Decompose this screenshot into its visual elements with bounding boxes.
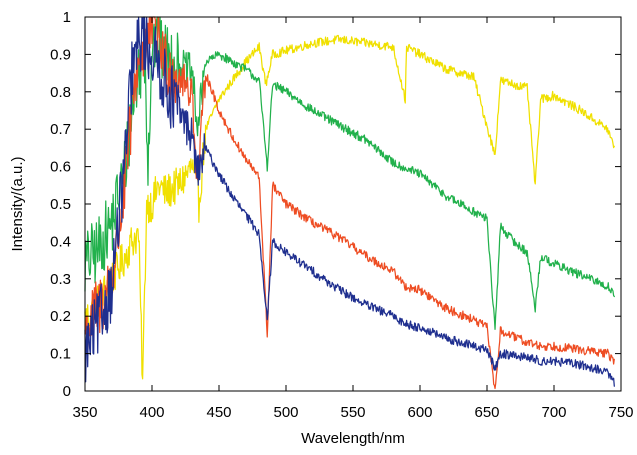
y-tick-label: 0.6 [50,159,71,176]
y-tick-label: 0.4 [50,233,71,250]
frame-layer [84,16,622,392]
series-line-3 [84,16,615,390]
y-tick-label: 0.7 [50,121,71,138]
y-tick-label: 0.1 [50,346,71,363]
y-tick-label: 0.3 [50,271,71,288]
x-tick-label: 700 [541,404,566,421]
x-tick-label: 550 [340,404,365,421]
series-line-1 [84,34,615,380]
y-tick-label: 0.5 [50,196,71,213]
y-tick-label: 0 [63,383,71,400]
labels-layer: 350 400 450 500 550 600 650 700 750 0 0.1 0.2 0.3 0.4… [9,9,634,447]
x-axis-title: Wavelength/nm [301,430,405,447]
x-tick-label: 750 [608,404,633,421]
y-tick-label: 0.8 [50,84,71,101]
y-tick-label: 1 [63,9,71,26]
x-tick-label: 350 [72,404,97,421]
y-axis-title: Intensity/(a.u.) [9,156,26,251]
series-line-4 [84,16,615,387]
y-tick-label: 0.2 [50,308,71,325]
x-tick-label: 450 [206,404,231,421]
series-layer [84,16,615,390]
x-tick-label: 500 [273,404,298,421]
y-tick-label: 0.9 [50,46,71,63]
x-tick-label: 600 [407,404,432,421]
x-tick-label: 400 [139,404,164,421]
x-tick-label: 650 [474,404,499,421]
